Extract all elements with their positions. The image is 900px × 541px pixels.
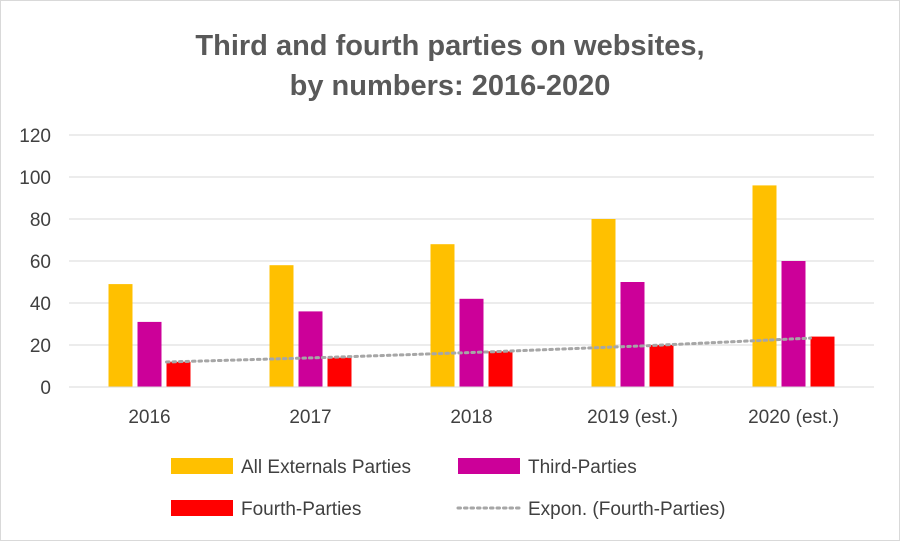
y-tick-label: 0: [40, 378, 51, 399]
bar-fourth-parties-4: [810, 336, 835, 387]
bar-third-parties-1: [298, 311, 323, 387]
legend: All Externals Parties Third-Parties Fourth…: [171, 457, 725, 520]
bar-fourth-parties-0: [166, 361, 191, 387]
x-tick-label: 2018: [450, 407, 492, 428]
y-tick-label: 60: [30, 252, 51, 273]
x-tick-label: 2017: [289, 407, 331, 428]
legend-swatch-2: [171, 500, 233, 516]
bar-all-externals-parties-0: [108, 284, 133, 387]
legend-label: Third-Parties: [528, 457, 637, 478]
x-tick-label: 2019 (est.): [587, 407, 678, 428]
x-tick-label: 2016: [128, 407, 170, 428]
bars: [108, 185, 835, 387]
y-axis-ticks: 0 20 40 60 80 100 120: [19, 126, 51, 399]
legend-swatch-0: [171, 458, 233, 474]
y-tick-label: 40: [30, 294, 51, 315]
bar-third-parties-3: [620, 282, 645, 387]
bar-all-externals-parties-1: [269, 265, 294, 387]
bar-all-externals-parties-2: [430, 244, 455, 387]
x-tick-label: 2020 (est.): [748, 407, 839, 428]
x-axis-ticks: 2016 2017 2018 2019 (est.) 2020 (est.): [69, 386, 874, 428]
y-tick-label: 20: [30, 336, 51, 357]
bar-third-parties-2: [459, 298, 484, 387]
legend-label: Fourth-Parties: [241, 499, 361, 520]
bar-fourth-parties-3: [649, 345, 674, 387]
bar-third-parties-0: [137, 321, 162, 387]
bar-all-externals-parties-3: [591, 219, 616, 387]
legend-label: Expon. (Fourth-Parties): [528, 499, 725, 520]
y-tick-label: 100: [19, 168, 51, 189]
trendline-expon-fourth-parties: [165, 336, 812, 364]
legend-swatch-1: [458, 458, 520, 474]
bar-third-parties-4: [781, 261, 806, 387]
bar-all-externals-parties-4: [752, 185, 777, 387]
y-tick-label: 120: [19, 126, 51, 147]
trendline: [165, 336, 812, 364]
bar-fourth-parties-2: [488, 351, 513, 387]
chart-title: Third and fourth parties on websites, by…: [195, 30, 704, 102]
chart-title-line-2: by numbers: 2016-2020: [290, 70, 611, 102]
chart-title-line-1: Third and fourth parties on websites,: [195, 30, 704, 62]
y-tick-label: 80: [30, 210, 51, 231]
legend-label: All Externals Parties: [241, 457, 411, 478]
bar-fourth-parties-1: [327, 357, 352, 387]
